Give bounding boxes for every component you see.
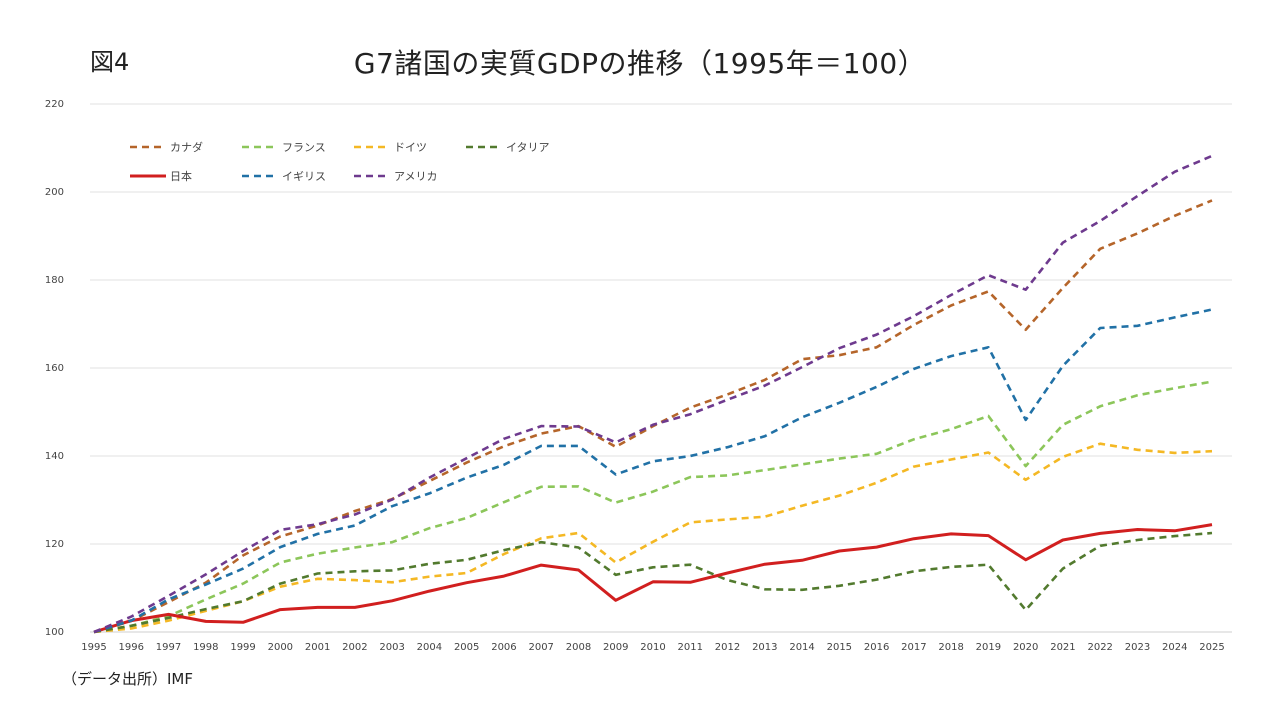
x-tick-label: 2019 — [976, 642, 1001, 653]
x-tick-label: 2023 — [1125, 642, 1150, 653]
x-tick-label: 2020 — [1013, 642, 1038, 653]
x-tick-label: 2018 — [938, 642, 963, 653]
y-tick-label: 220 — [45, 99, 64, 110]
x-tick-label: 2017 — [901, 642, 926, 653]
x-tick-label: 2006 — [491, 642, 516, 653]
y-axis-ticks: 100 120 140 160 180 200 220 — [45, 99, 64, 638]
x-tick-label: 2016 — [864, 642, 889, 653]
x-tick-label: 2001 — [305, 642, 330, 653]
y-tick-label: 200 — [45, 187, 64, 198]
x-tick-label: 1996 — [119, 642, 144, 653]
series-line-日本 — [93, 523, 1213, 634]
x-tick-label: 2014 — [789, 642, 814, 653]
x-tick-label: 2009 — [603, 642, 628, 653]
series-line-アメリカ — [93, 154, 1213, 634]
x-tick-label: 1997 — [156, 642, 181, 653]
series-lines — [93, 154, 1213, 634]
x-tick-label: 2024 — [1162, 642, 1187, 653]
legend-label: カナダ — [170, 140, 203, 154]
x-tick-label: 2013 — [752, 642, 777, 653]
figure-label: 図4 — [90, 48, 130, 76]
series-line-ドイツ — [93, 442, 1213, 634]
x-tick-label: 2021 — [1050, 642, 1075, 653]
chart-title: G7諸国の実質GDPの推移（1995年＝100） — [353, 47, 927, 80]
x-tick-label: 2022 — [1087, 642, 1112, 653]
x-tick-label: 2015 — [827, 642, 852, 653]
x-tick-label: 2025 — [1199, 642, 1224, 653]
x-axis-ticks: 1995 1996 1997 1998 1999 2000 2001 2002 2003 2004… — [81, 642, 1224, 653]
y-tick-label: 100 — [45, 627, 64, 638]
x-tick-label: 2000 — [268, 642, 293, 653]
x-tick-label: 1995 — [81, 642, 106, 653]
y-tick-label: 160 — [45, 363, 64, 374]
source-note: （データ出所）IMF — [62, 670, 193, 688]
x-tick-label: 1999 — [230, 642, 255, 653]
y-tick-label: 140 — [45, 451, 64, 462]
legend-label: アメリカ — [394, 170, 437, 183]
x-tick-label: 2002 — [342, 642, 367, 653]
legend-label: フランス — [282, 141, 326, 154]
x-tick-label: 2004 — [417, 642, 442, 653]
legend-label: ドイツ — [394, 141, 427, 154]
x-tick-label: 2007 — [528, 642, 553, 653]
y-tick-label: 120 — [45, 539, 64, 550]
x-tick-label: 2010 — [640, 642, 665, 653]
x-tick-label: 2003 — [379, 642, 404, 653]
y-tick-label: 180 — [45, 275, 64, 286]
x-tick-label: 1998 — [193, 642, 218, 653]
legend-label: イギリス — [282, 170, 326, 183]
x-tick-label: 2012 — [715, 642, 740, 653]
series-line-イタリア — [93, 531, 1213, 634]
legend-label: 日本 — [170, 169, 192, 183]
grid-lines — [90, 103, 1232, 633]
x-tick-label: 2008 — [566, 642, 591, 653]
x-tick-label: 2005 — [454, 642, 479, 653]
legend-label: イタリア — [506, 141, 550, 154]
x-tick-label: 2011 — [678, 642, 703, 653]
series-line-イギリス — [93, 308, 1213, 634]
series-line-フランス — [93, 380, 1213, 634]
